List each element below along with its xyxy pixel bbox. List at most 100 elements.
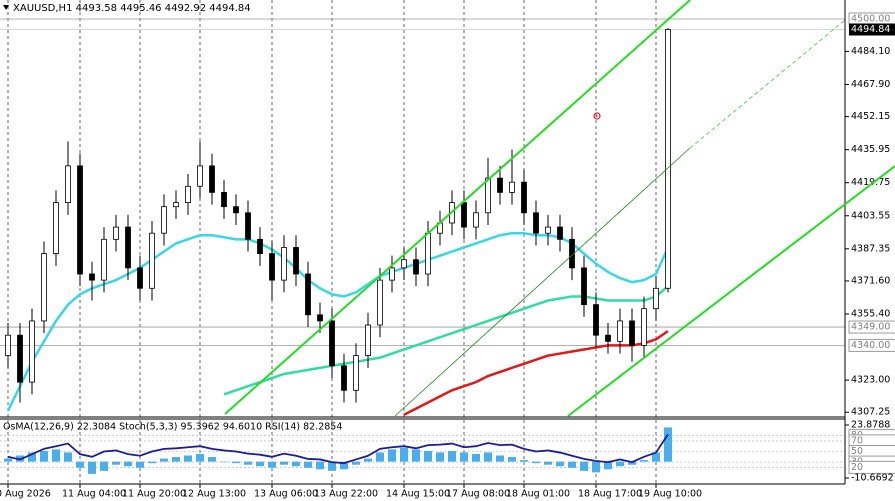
header-icon: [3, 5, 9, 10]
ma-line: [403, 330, 669, 416]
y-tick-label: 4484.10: [851, 46, 890, 57]
candle-body: [353, 355, 359, 391]
osma-bar: [400, 447, 408, 462]
high-value: 4495.46: [120, 3, 161, 14]
y-tick-label: 50: [851, 446, 863, 457]
y-tick-label-box: [848, 460, 895, 474]
candle-body: [461, 202, 467, 228]
osma-bar: [556, 461, 564, 467]
y-tick-label: 4355.40: [851, 308, 890, 319]
osma-bar: [340, 461, 348, 470]
candle-body: [269, 253, 275, 281]
osma-bar: [388, 449, 396, 462]
candle-body: [509, 181, 515, 193]
channel-middle: [394, 147, 691, 417]
ma-line: [223, 285, 669, 396]
osma-bar: [352, 461, 360, 465]
candle-body: [53, 202, 59, 254]
x-tick-label: 10 Aug 2026: [0, 489, 51, 500]
y-tick-label: 4467.90: [851, 79, 890, 90]
candle-body: [185, 185, 191, 203]
osma-bar: [268, 461, 276, 468]
x-tick-label: 14 Aug 15:00: [386, 489, 450, 500]
candle-body: [521, 181, 527, 214]
open-value: 4493.58: [76, 3, 117, 14]
candle-body: [173, 202, 179, 208]
y-tick-label: 4371.60: [851, 275, 890, 286]
candle-body: [365, 324, 371, 357]
candle-body: [65, 165, 71, 203]
close-value: 4494.84: [209, 3, 250, 14]
candle-body: [653, 287, 659, 310]
candle-body: [665, 29, 671, 289]
osma-bar: [508, 457, 516, 462]
osma-bar: [4, 458, 12, 462]
marker-dot: [596, 115, 598, 117]
candle-body: [401, 259, 407, 269]
osma-bar: [64, 452, 72, 462]
level-label-box: [848, 320, 895, 334]
osma-bar: [484, 452, 492, 462]
x-tick-label: 13 Aug 22:00: [314, 489, 378, 500]
low-value: 4492.92: [165, 3, 206, 14]
candle-body: [341, 365, 347, 391]
candle-body: [113, 226, 119, 240]
osma-bar: [604, 461, 612, 470]
candle-body: [533, 212, 539, 234]
candle-body: [125, 226, 131, 269]
header: XAUUSD,H1 4493.58 4495.46 4492.92 4494.8…: [13, 3, 251, 14]
candle-body: [233, 206, 239, 214]
candle-body: [161, 206, 167, 234]
candle-body: [605, 334, 611, 342]
osma-bar: [124, 461, 132, 467]
level-label: 4349.00: [851, 322, 890, 333]
candle-body: [137, 267, 143, 289]
y-tick-label: 4387.35: [851, 243, 890, 254]
osma-bar: [76, 461, 84, 468]
osma-bar: [496, 455, 504, 462]
x-tick-label: 18 Aug 17:00: [578, 489, 642, 500]
osma-bar: [172, 457, 180, 462]
current-price-label-box: [849, 23, 895, 36]
osma-bar: [448, 450, 456, 462]
osma-bar: [364, 458, 372, 462]
osma-bar: [52, 449, 60, 462]
candle-body: [329, 320, 335, 367]
channel-lower: [567, 165, 895, 417]
candle-body: [77, 165, 83, 275]
indicator-title: OsMA(12,26,9) 22.3084 Stoch(5,3,3) 95.39…: [3, 422, 342, 433]
candle-body: [485, 177, 491, 214]
osma-bar: [28, 452, 36, 462]
candle-body: [581, 267, 587, 306]
osma-bar: [412, 449, 420, 462]
y-tick-label: 4307.25: [851, 407, 890, 418]
y-tick-label: 4452.15: [851, 111, 890, 122]
candle-body: [425, 232, 431, 275]
candle-body: [557, 226, 563, 240]
x-tick-label: 18 Aug 01:00: [506, 489, 570, 500]
osma-bar: [88, 461, 96, 474]
y-tick-label: 4403.55: [851, 210, 890, 221]
osma-bar: [424, 450, 432, 462]
osma-bar: [316, 461, 324, 470]
osma-bar: [280, 461, 288, 465]
osma-bar: [652, 452, 660, 462]
x-tick-label: 12 Aug 13:00: [182, 489, 246, 500]
candle-body: [641, 308, 647, 346]
marker: [593, 112, 601, 120]
osma-bar: [628, 461, 636, 465]
osma-bar: [256, 461, 264, 467]
candle-body: [257, 238, 263, 254]
osma-bar: [328, 461, 336, 471]
x-tick-label: 17 Aug 08:00: [446, 489, 510, 500]
level-label-box: [848, 338, 895, 352]
candle-body: [29, 320, 35, 383]
osma-bar: [664, 427, 672, 462]
osma-bar: [304, 461, 312, 468]
channel-upper: [224, 0, 691, 415]
candle-body: [41, 253, 47, 322]
osma-bar: [196, 453, 204, 462]
y-tick-label: 4435.95: [851, 144, 890, 155]
osma-bar: [112, 461, 120, 465]
osma-bar: [220, 461, 228, 463]
